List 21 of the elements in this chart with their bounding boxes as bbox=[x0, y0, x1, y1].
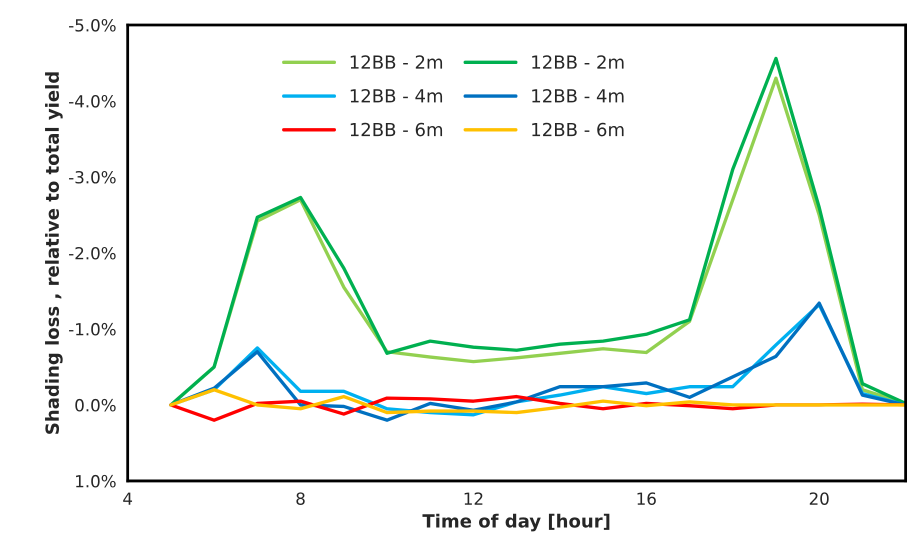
legend-label: 12BB - 6m bbox=[532, 122, 624, 136]
y-tick-label: -4.0% bbox=[69, 94, 116, 108]
legend-label: 12BB - 6m bbox=[350, 122, 442, 136]
y-axis-title: Shading loss , relative to total yield bbox=[45, 72, 63, 434]
y-tick-label: -5.0% bbox=[69, 18, 116, 32]
x-tick-label: 16 bbox=[638, 492, 656, 505]
legend-label: 12BB - 4m bbox=[532, 88, 624, 102]
y-tick-label: -3.0% bbox=[69, 170, 116, 184]
legend-label: 12BB - 4m bbox=[350, 88, 442, 102]
y-tick-label: 0.0% bbox=[75, 398, 116, 412]
x-tick-label: 4 bbox=[123, 492, 132, 505]
legend-label: 12BB - 2m bbox=[350, 55, 442, 69]
y-tick-label: 1.0% bbox=[76, 474, 116, 488]
x-tick-label: 8 bbox=[296, 492, 305, 505]
y-tick-label: -2.0% bbox=[69, 246, 116, 260]
x-axis-title: Time of day [hour] bbox=[422, 514, 610, 532]
legend-label: 12BB - 2m bbox=[532, 55, 624, 69]
x-tick-label: 20 bbox=[810, 492, 829, 505]
y-tick-label: -1.0% bbox=[69, 322, 116, 336]
line-series bbox=[169, 388, 906, 414]
x-tick-label: 12 bbox=[464, 492, 482, 505]
